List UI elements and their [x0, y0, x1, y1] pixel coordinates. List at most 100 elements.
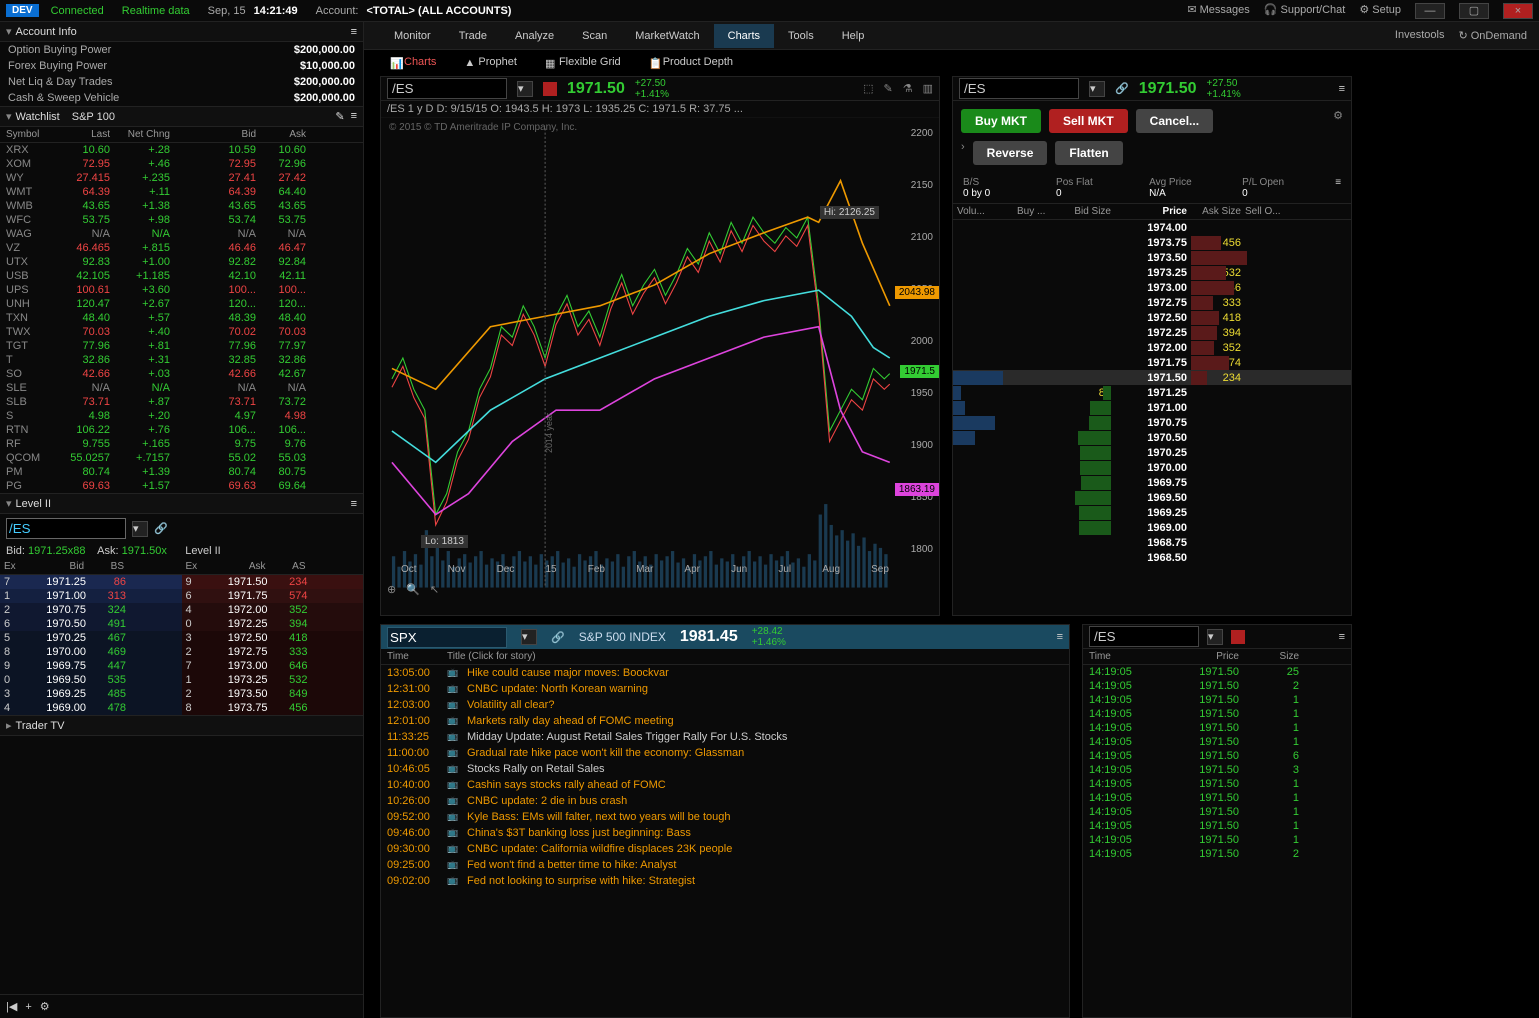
depth-row[interactable]: 4781969.00: [953, 520, 1351, 535]
watchlist-row[interactable]: SLB73.71+.8773.7173.72: [0, 395, 363, 409]
level2-ask-row[interactable]: 41972.00352: [182, 603, 364, 617]
flatten-button[interactable]: Flatten: [1055, 141, 1122, 165]
depth-row[interactable]: 1968.75: [953, 535, 1351, 550]
minimize-button[interactable]: —: [1415, 3, 1445, 19]
level2-bid-row[interactable]: 71971.2586: [0, 575, 182, 589]
depth-row[interactable]: 4691970.00: [953, 460, 1351, 475]
time-sales-row[interactable]: 14:19:051971.503: [1083, 763, 1351, 777]
watchlist-row[interactable]: WY27.415+.23527.4127.42: [0, 171, 363, 185]
watchlist-row[interactable]: S4.98+.204.974.98: [0, 409, 363, 423]
level2-bid-row[interactable]: 41969.00478: [0, 701, 182, 715]
depth-row[interactable]: 1972.00352: [953, 340, 1351, 355]
watchlist-row[interactable]: XRX10.60+.2810.5910.60: [0, 143, 363, 157]
ondemand-link[interactable]: ↻ OnDemand: [1458, 29, 1527, 42]
chart-canvas[interactable]: © 2015 © TD Ameritrade IP Company, Inc. …: [381, 118, 939, 598]
maximize-button[interactable]: ▢: [1459, 3, 1489, 19]
study-icon[interactable]: ⚗: [903, 82, 913, 95]
level2-ask-row[interactable]: 21972.75333: [182, 645, 364, 659]
level2-bid-row[interactable]: 61970.50491: [0, 617, 182, 631]
time-sales-row[interactable]: 14:19:051971.501: [1083, 707, 1351, 721]
watchlist-row[interactable]: UTX92.83+1.0092.8292.84: [0, 255, 363, 269]
menu-tab-monitor[interactable]: Monitor: [380, 24, 445, 48]
link-icon[interactable]: 🔗: [1115, 82, 1129, 95]
menu-tab-charts[interactable]: Charts: [714, 24, 774, 48]
account-value[interactable]: <TOTAL> (ALL ACCOUNTS): [366, 5, 511, 17]
depth-row[interactable]: 1974.00: [953, 220, 1351, 235]
watchlist-row[interactable]: RTN106.22+.76106...106...: [0, 423, 363, 437]
news-row[interactable]: 10:46:05📺Stocks Rally on Retail Sales: [381, 761, 1069, 777]
time-sales-row[interactable]: 14:19:051971.501: [1083, 777, 1351, 791]
menu-tab-marketwatch[interactable]: MarketWatch: [621, 24, 713, 48]
depth-row[interactable]: 2,1643241970.75: [953, 415, 1351, 430]
depth-row[interactable]: 4851969.25: [953, 505, 1351, 520]
subtab-charts[interactable]: 📊 Charts: [380, 53, 446, 71]
menu-icon[interactable]: ≡: [351, 498, 357, 510]
menu-tab-tools[interactable]: Tools: [774, 24, 828, 48]
watchlist-row[interactable]: PM80.74+1.3980.7480.75: [0, 465, 363, 479]
watchlist-row[interactable]: WMB43.65+1.3843.6543.65: [0, 199, 363, 213]
news-row[interactable]: 13:05:00📺Hike could cause major moves: B…: [381, 665, 1069, 681]
news-row[interactable]: 12:03:00📺Volatility all clear?: [381, 697, 1069, 713]
link-icon[interactable]: 🔗: [551, 631, 565, 644]
news-row[interactable]: 12:01:00📺Markets rally day ahead of FOMC…: [381, 713, 1069, 729]
level2-ask-row[interactable]: 71973.00646: [182, 659, 364, 673]
news-row[interactable]: 09:30:00📺CNBC update: California wildfir…: [381, 841, 1069, 857]
level2-ask-row[interactable]: 31972.50418: [182, 631, 364, 645]
time-sales-row[interactable]: 14:19:051971.5025: [1083, 665, 1351, 679]
subtab-prophet[interactable]: ▲ Prophet: [454, 53, 527, 71]
sell-button[interactable]: Sell MKT: [1049, 109, 1128, 133]
level2-bid-row[interactable]: 11971.00313: [0, 589, 182, 603]
menu-icon[interactable]: ≡: [1335, 177, 1341, 199]
watchlist-row[interactable]: PG69.63+1.5769.6369.64: [0, 479, 363, 493]
watchlist-row[interactable]: XOM72.95+.4672.9572.96: [0, 157, 363, 171]
support-link[interactable]: 🎧 Support/Chat: [1264, 3, 1346, 19]
watchlist-row[interactable]: TGT77.96+.8177.9677.97: [0, 339, 363, 353]
symbol-dropdown[interactable]: ▾: [517, 81, 533, 97]
depth-row[interactable]: 3131971.00: [953, 400, 1351, 415]
menu-icon[interactable]: ≡: [351, 110, 357, 123]
level2-ask-row[interactable]: 81973.75456: [182, 701, 364, 715]
news-row[interactable]: 09:25:00📺Fed won't find a better time to…: [381, 857, 1069, 873]
time-sales-row[interactable]: 14:19:051971.501: [1083, 721, 1351, 735]
menu-tab-trade[interactable]: Trade: [445, 24, 501, 48]
menu-tab-analyze[interactable]: Analyze: [501, 24, 568, 48]
time-sales-row[interactable]: 14:19:051971.501: [1083, 693, 1351, 707]
messages-link[interactable]: ✉ Messages: [1187, 3, 1249, 19]
menu-icon[interactable]: ≡: [351, 26, 357, 38]
buy-button[interactable]: Buy MKT: [961, 109, 1041, 133]
level2-ask-row[interactable]: 61971.75574: [182, 589, 364, 603]
depth-row[interactable]: 5351969.50: [953, 490, 1351, 505]
watchlist-row[interactable]: WAGN/AN/AN/AN/A: [0, 227, 363, 241]
watchlist-row[interactable]: UPS100.61+3.60100...100...: [0, 283, 363, 297]
subtab-flexible-grid[interactable]: ▦ Flexible Grid: [535, 53, 631, 71]
level2-bid-row[interactable]: 81970.00469: [0, 645, 182, 659]
level2-header[interactable]: ▾ Level II ≡: [0, 494, 363, 514]
menu-tab-scan[interactable]: Scan: [568, 24, 621, 48]
depth-row[interactable]: 1971.75574: [953, 355, 1351, 370]
depth-row[interactable]: 4671970.25: [953, 445, 1351, 460]
subtab-product-depth[interactable]: 📋 Product Depth: [639, 53, 743, 71]
symbol-dropdown[interactable]: ▾: [1207, 629, 1223, 645]
settings-icon[interactable]: ⚙: [40, 1000, 50, 1013]
prev-icon[interactable]: |◀: [6, 1000, 17, 1013]
news-row[interactable]: 12:31:00📺CNBC update: North Korean warni…: [381, 681, 1069, 697]
pointer-icon[interactable]: ↖: [430, 583, 439, 596]
watchlist-row[interactable]: RF9.755+.1659.759.76: [0, 437, 363, 451]
link-icon[interactable]: 🔗: [154, 522, 168, 535]
watchlist-row[interactable]: TWX70.03+.4070.0270.03: [0, 325, 363, 339]
expand-icon[interactable]: ›: [961, 141, 965, 165]
watchlist-header[interactable]: ▾ Watchlist S&P 100 ✎≡: [0, 107, 363, 127]
alert-icon[interactable]: [1231, 630, 1245, 644]
depth-row[interactable]: 1972.75333: [953, 295, 1351, 310]
news-row[interactable]: 11:00:00📺Gradual rate hike pace won't ki…: [381, 745, 1069, 761]
menu-tab-help[interactable]: Help: [828, 24, 879, 48]
watchlist-row[interactable]: USB42.105+1.18542.1042.11: [0, 269, 363, 283]
news-row[interactable]: 09:02:00📺Fed not looking to surprise wit…: [381, 873, 1069, 889]
level2-bid-row[interactable]: 91969.75447: [0, 659, 182, 673]
reverse-button[interactable]: Reverse: [973, 141, 1048, 165]
level2-bid-row[interactable]: 31969.25485: [0, 687, 182, 701]
settings-icon[interactable]: ⚙: [1333, 109, 1343, 133]
crosshair-icon[interactable]: ⊕: [387, 583, 396, 596]
level2-bid-row[interactable]: 21970.75324: [0, 603, 182, 617]
ts-symbol-input[interactable]: [1089, 626, 1199, 647]
